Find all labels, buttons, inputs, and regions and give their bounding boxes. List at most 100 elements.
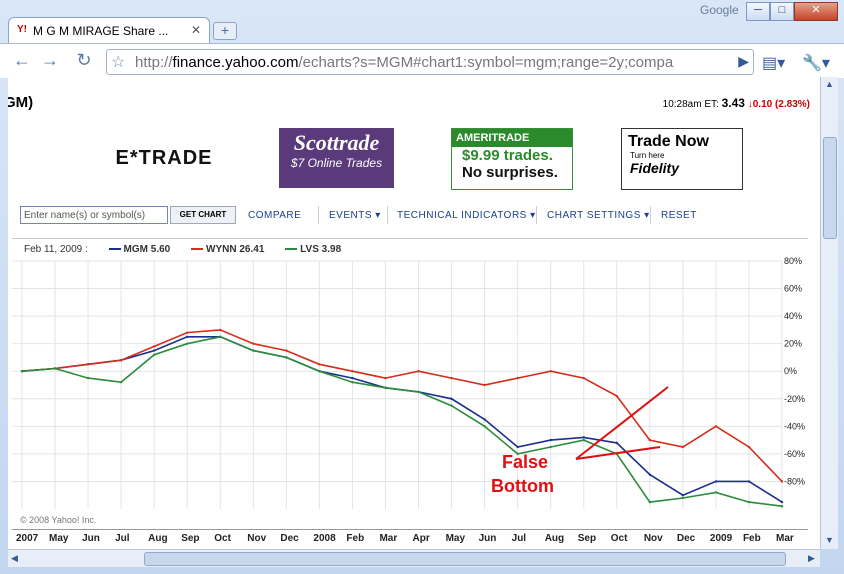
legend-date: Feb 11, 2009 : (24, 244, 88, 255)
data-point-wynn (86, 363, 90, 366)
technical-indicators-menu[interactable]: TECHNICAL INDICATORS ▾ (397, 210, 536, 221)
x-tick-label: Apr (412, 533, 430, 544)
data-point-lvs (417, 390, 420, 394)
divider (536, 206, 537, 224)
forward-icon[interactable]: → (41, 50, 59, 70)
vertical-scroll-thumb[interactable] (823, 137, 837, 239)
data-point-lvs (252, 349, 255, 352)
data-point-lvs (681, 496, 685, 500)
chart-settings-menu[interactable]: CHART SETTINGS ▾ (547, 210, 650, 221)
vertical-scrollbar[interactable]: ▲ ▼ (820, 77, 838, 549)
chart-controls: Enter name(s) or symbol(s) GET CHART COM… (20, 204, 810, 226)
data-point-mgm (582, 436, 585, 439)
y-tick-label: -40% (784, 421, 805, 431)
x-tick-label: Dec (280, 533, 299, 544)
x-tick-label: Oct (610, 533, 628, 544)
compare-button[interactable]: COMPARE (248, 210, 302, 221)
data-point-wynn (318, 363, 321, 366)
data-point-mgm (351, 376, 354, 380)
horizontal-scrollbar[interactable]: ◀ ▶ (8, 549, 820, 567)
quote-time: 10:28am ET: (662, 99, 719, 110)
scroll-left-icon[interactable]: ◀ (11, 553, 18, 563)
data-point-lvs (747, 500, 751, 504)
data-point-mgm (516, 445, 519, 449)
legend-lvs-value: 3.98 (321, 244, 342, 255)
star-icon[interactable]: ☆ (111, 54, 126, 71)
data-point-wynn (252, 342, 255, 345)
go-icon[interactable]: ▶ (738, 53, 749, 69)
ticker-heading: GM) (8, 94, 34, 111)
scroll-right-icon[interactable]: ▶ (808, 553, 815, 563)
data-point-lvs (450, 404, 453, 407)
data-point-lvs (516, 452, 519, 456)
x-tick-label: Mar (776, 533, 794, 544)
legend-wynn-name: WYNN (206, 244, 237, 255)
chart-copyright: © 2008 Yahoo! Inc. (20, 515, 97, 525)
data-point-lvs (549, 445, 552, 449)
data-point-wynn (615, 394, 618, 398)
data-point-mgm (483, 418, 486, 421)
y-tick-label: -80% (784, 476, 805, 486)
y-tick-label: 80% (784, 257, 802, 266)
stock-chart[interactable]: Feb 11, 2009 : MGM 5.60 WYNN 26.41 LVS 3… (12, 238, 808, 549)
x-tick-label: Sep (181, 533, 200, 544)
x-tick-label: Jun (478, 533, 497, 544)
legend-lvs-name: LVS (300, 244, 319, 255)
scroll-up-icon[interactable]: ▲ (825, 79, 834, 89)
quote-price: 3.43 (721, 96, 745, 110)
fidelity-ad[interactable]: Trade Now Turn here Fidelity (621, 128, 743, 190)
data-point-wynn (780, 480, 784, 483)
x-tick-label: 2008 (313, 533, 336, 544)
url-host: finance.yahoo.com (172, 54, 299, 71)
get-chart-button[interactable]: GET CHART (170, 206, 236, 224)
wrench-icon[interactable]: 🔧▾ (802, 55, 830, 72)
x-tick-label: May (445, 533, 466, 544)
tab-title: M G M MIRAGE Share ... (33, 24, 169, 38)
ameritrade-brand: AMERITRADE (452, 129, 572, 147)
etrade-ad[interactable]: E*TRADE (104, 128, 224, 188)
reload-icon[interactable]: ↻ (76, 50, 92, 70)
y-tick-label: 40% (784, 311, 802, 321)
address-bar[interactable]: ☆ http://finance.yahoo.com/echarts?s=MGM… (106, 49, 754, 75)
page-menu-icon[interactable]: ▤▾ (762, 55, 786, 72)
horizontal-scroll-thumb[interactable] (144, 552, 786, 566)
y-tick-label: -60% (784, 449, 805, 459)
scottrade-ad[interactable]: Scottrade $7 Online Trades (279, 128, 394, 188)
divider (387, 206, 388, 224)
minimize-icon[interactable]: ─ (746, 2, 770, 21)
symbol-search-input[interactable]: Enter name(s) or symbol(s) (20, 206, 168, 224)
series-line-lvs (21, 335, 783, 507)
yahoo-favicon-icon: Y! (17, 24, 31, 36)
ameritrade-ad[interactable]: AMERITRADE $9.99 trades. No surprises. (451, 128, 573, 190)
reset-button[interactable]: RESET (661, 210, 697, 221)
maximize-icon[interactable]: □ (770, 2, 794, 21)
ameritrade-line2: No surprises. (462, 164, 558, 181)
data-point-wynn (119, 359, 123, 362)
legend-mgm-value: 5.60 (150, 244, 171, 255)
series-line-wynn (21, 329, 783, 482)
data-point-mgm (549, 438, 552, 442)
annotation-line1: False (502, 452, 549, 472)
browser-toolbar: ← → ↻ ☆ http://finance.yahoo.com/echarts… (0, 43, 844, 78)
fidelity-title: Trade Now (628, 133, 709, 150)
quote-change: 0.10 (2.83%) (752, 99, 810, 110)
events-menu[interactable]: EVENTS ▾ (329, 210, 381, 221)
ameritrade-line1: $9.99 trades. (462, 147, 553, 164)
time-axis[interactable]: 2007 May Jun Jul Aug Sep Oct Nov Dec 2008 Feb Mar Ap… (12, 529, 808, 549)
browser-brand-label: Google (700, 3, 739, 17)
browser-tab[interactable]: Y! M G M MIRAGE Share ... ✕ (8, 17, 210, 44)
tab-close-icon[interactable]: ✕ (190, 23, 201, 37)
data-point-wynn (351, 370, 354, 373)
x-tick-label: May (49, 533, 69, 544)
scroll-down-icon[interactable]: ▼ (825, 535, 834, 545)
divider (318, 206, 319, 224)
x-tick-label: Feb (346, 533, 365, 544)
x-tick-label: Feb (742, 533, 761, 544)
url-text: http://finance.yahoo.com/echarts?s=MGM#c… (135, 54, 727, 71)
legend-mgm-name: MGM (123, 244, 148, 255)
new-tab-icon[interactable]: + (213, 22, 237, 40)
close-icon[interactable]: ✕ (794, 2, 838, 21)
web-page: GM) 10:28am ET: 3.43 ↓0.10 (2.83%) E*TRA… (8, 77, 820, 549)
back-icon[interactable]: ← (13, 50, 31, 70)
data-point-wynn (714, 425, 718, 428)
